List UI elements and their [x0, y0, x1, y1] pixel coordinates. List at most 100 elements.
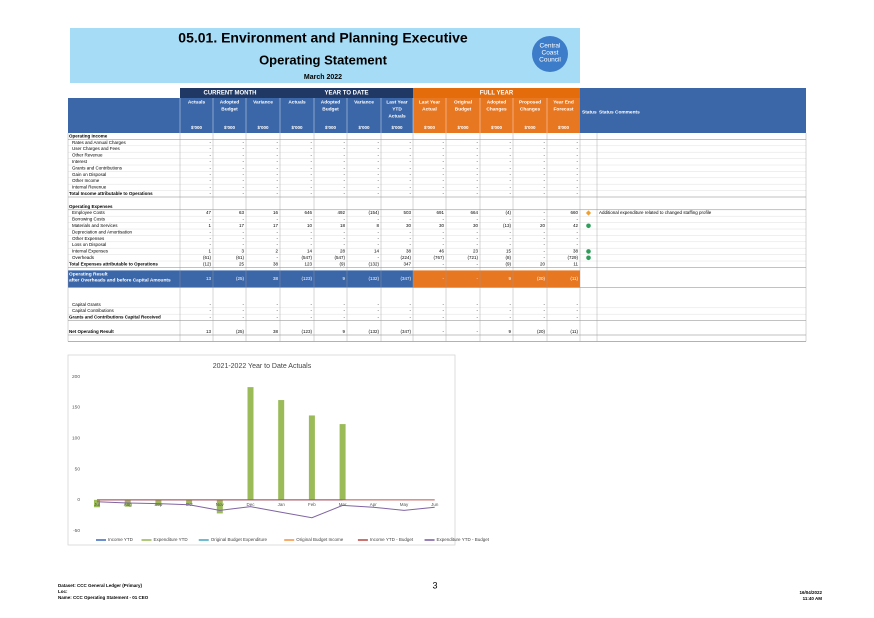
- status-icon: [585, 210, 592, 216]
- cell: 38: [273, 329, 279, 334]
- header-band: [68, 98, 180, 133]
- unit-label: $'000: [491, 125, 503, 130]
- cell: -: [410, 236, 412, 241]
- cell: -: [344, 229, 346, 234]
- cell: -: [577, 172, 579, 177]
- row-label: Overheads: [72, 255, 95, 260]
- bar: [155, 499, 162, 506]
- cell: (729): [567, 255, 578, 260]
- footer-line: Dataset: CCC General Ledger (Primary): [58, 583, 143, 588]
- cell: -: [510, 229, 512, 234]
- column-header: Actuals: [288, 99, 306, 105]
- title: 05.01. Environment and Planning Executiv…: [178, 30, 468, 46]
- cell: -: [577, 302, 579, 307]
- cell: -: [311, 185, 313, 190]
- column-header: Adopted: [487, 99, 507, 105]
- unit-label: $'000: [457, 125, 469, 130]
- cell: -: [243, 242, 245, 247]
- cell: -: [443, 146, 445, 151]
- row-label: after Overheads and before Capital Amoun…: [69, 278, 171, 284]
- cell: 1: [208, 249, 211, 254]
- cell: -: [378, 159, 380, 164]
- cell: -: [577, 315, 579, 320]
- cell: -: [378, 172, 380, 177]
- cell: -: [277, 302, 279, 307]
- cell: -: [243, 146, 245, 151]
- cell: -: [378, 165, 380, 170]
- cell: 503: [403, 210, 411, 215]
- cell: -: [544, 229, 546, 234]
- cell: -: [577, 185, 579, 190]
- cell: -: [510, 140, 512, 145]
- cell: (20): [537, 329, 546, 334]
- cell: -: [544, 178, 546, 183]
- cell: -: [344, 315, 346, 320]
- cell: (20): [537, 276, 546, 281]
- cell: -: [210, 146, 212, 151]
- cell: -: [477, 165, 479, 170]
- bar: [94, 499, 100, 508]
- cell: -: [277, 236, 279, 241]
- cell: -: [344, 302, 346, 307]
- cell: -: [510, 217, 512, 222]
- cell: -: [277, 172, 279, 177]
- cell: -: [443, 217, 445, 222]
- cell: -: [443, 276, 445, 281]
- cell: (9): [340, 261, 346, 266]
- cell: 25: [239, 261, 245, 266]
- cell: -: [577, 159, 579, 164]
- cell: 38: [573, 249, 579, 254]
- cell: -: [378, 308, 380, 313]
- cell: -: [210, 315, 212, 320]
- cell: (25): [236, 276, 245, 281]
- cell: -: [277, 255, 279, 260]
- row-label: Capital Grants: [72, 302, 102, 307]
- cell: -: [410, 153, 412, 158]
- cell: -: [243, 229, 245, 234]
- cell: 23: [473, 249, 479, 254]
- header-box: [70, 28, 580, 83]
- cell: (13): [503, 223, 512, 228]
- cell: 15: [506, 249, 512, 254]
- legend-label: Expenditure YTD - Budget: [437, 537, 490, 542]
- cell: -: [577, 140, 579, 145]
- cell: -: [443, 229, 445, 234]
- cell: -: [311, 302, 313, 307]
- cell: -: [311, 159, 313, 164]
- column-header-band: [280, 98, 413, 133]
- x-tick-label: Jul: [94, 502, 100, 507]
- cell: -: [477, 302, 479, 307]
- cell: -: [243, 302, 245, 307]
- legend-label: Original Budget Income: [296, 537, 344, 542]
- cell: -: [443, 159, 445, 164]
- cell: -: [210, 242, 212, 247]
- row-label: Other Income: [72, 178, 100, 183]
- cell: -: [544, 308, 546, 313]
- cell: 123: [304, 261, 312, 266]
- cell: -: [210, 159, 212, 164]
- cell: 14: [307, 249, 313, 254]
- row-label: Operating Income: [69, 133, 108, 138]
- row-label: Internal Revenue: [72, 185, 107, 190]
- cell: -: [544, 210, 546, 215]
- cell: 30: [439, 223, 445, 228]
- cell: -: [577, 242, 579, 247]
- footer-time: 11:40 AM: [803, 596, 823, 601]
- cell: (132): [368, 329, 379, 334]
- cell: -: [577, 146, 579, 151]
- column-header: Original: [454, 99, 472, 105]
- x-tick-label: Apr: [370, 502, 378, 507]
- cell: -: [443, 308, 445, 313]
- cell: -: [210, 229, 212, 234]
- row-label: Employee Costs: [72, 210, 106, 215]
- y-tick-label: 150: [72, 405, 80, 411]
- cell: -: [477, 172, 479, 177]
- cell: -: [510, 185, 512, 190]
- x-tick-label: Dec: [246, 502, 255, 507]
- cell: -: [410, 217, 412, 222]
- row-label: Total Income attributable to Operations: [69, 191, 153, 196]
- cell: -: [210, 302, 212, 307]
- cell: -: [510, 308, 512, 313]
- cell: -: [443, 236, 445, 241]
- cell: 42: [573, 223, 579, 228]
